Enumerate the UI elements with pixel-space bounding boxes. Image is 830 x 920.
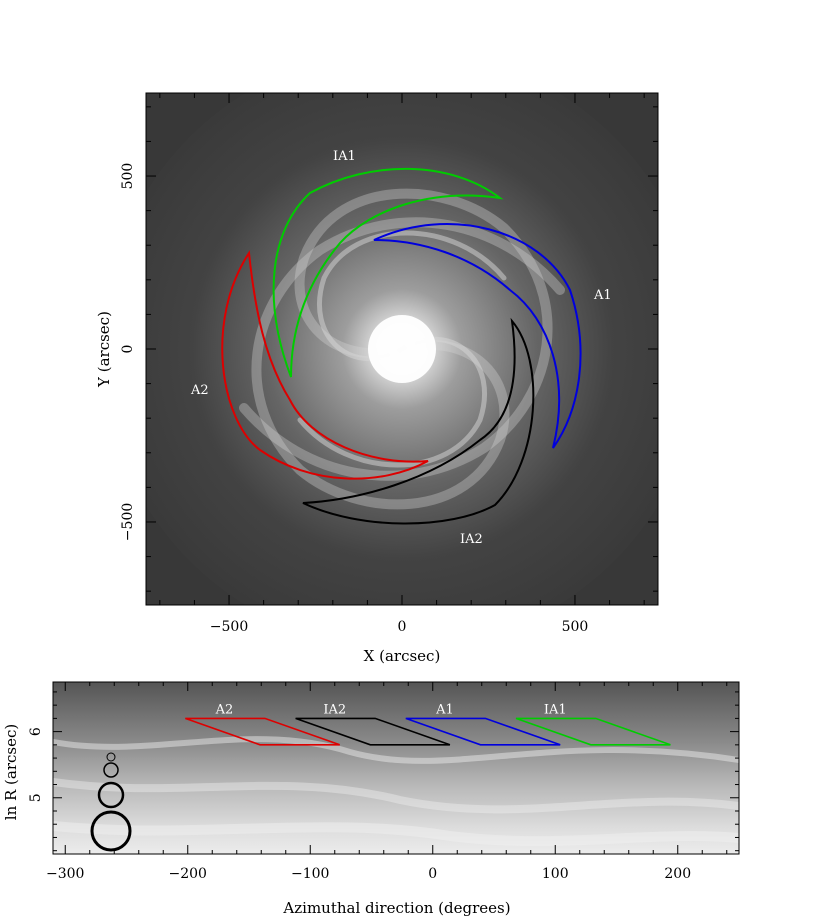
annotation-ia2: IA2 [460,532,483,547]
region-a1-outline [373,223,582,449]
x-tick-label: −500 [210,619,248,635]
annotation-a1: A1 [593,288,612,303]
polar-strip-region-labels: A2 IA2 A1 IA1 [215,702,567,717]
y-tick-label: 5 [28,793,44,802]
polar-strip-panel: A2 IA2 A1 IA1 −300 −200 −100 0 100 200 5 6 Azimuth… [2,681,740,917]
galaxy-y-axis-label: Y (arcsec) [95,311,113,388]
x-tick-label: 0 [428,866,437,882]
x-tick-label: 0 [398,619,407,635]
galaxy-annotations: IA1 A1 A2 IA2 [190,149,612,547]
x-tick-label: 100 [542,866,569,882]
resolution-circles [90,752,132,852]
region-a1-box [405,717,561,746]
region-ia2-box [295,717,451,746]
y-tick-label: −500 [120,503,136,541]
galaxy-axes-ticks [146,93,658,605]
region-ia2-outline [302,317,535,525]
polar-strip-x-axis-label: Azimuthal direction (degrees) [282,899,510,916]
region-ia1-label: IA1 [544,702,567,717]
polar-strip-image [53,682,739,854]
galaxy-image [146,93,658,605]
annotation-a2: A2 [190,383,209,398]
annotation-ia1: IA1 [333,149,356,164]
x-tick-label: −300 [46,866,84,882]
y-tick-label: 0 [120,345,136,354]
region-a2-outline [221,250,429,480]
x-tick-label: −100 [291,866,329,882]
arm-regions [221,167,582,525]
resolution-circle-l [90,810,132,852]
polar-strip-texture [53,736,739,847]
x-tick-label: −200 [169,866,207,882]
polar-strip-regions [185,717,671,746]
resolution-circle-m [97,781,125,809]
region-ia1-box [515,717,671,746]
resolution-circle-s [103,762,119,778]
y-tick-label: 500 [120,163,136,190]
polar-strip-frame [52,681,740,855]
y-tick-label: 6 [28,727,44,736]
galaxy-x-axis-label: X (arcsec) [364,647,441,665]
region-a2-box [185,717,340,746]
resolution-circle-xs [106,752,116,762]
region-a2-label: A2 [215,702,234,717]
x-tick-label: 200 [664,866,691,882]
polar-strip-y-axis-label: ln R (arcsec) [2,724,20,820]
region-ia1-outline [272,167,504,378]
x-tick-label: 500 [562,619,589,635]
region-ia2-label: IA2 [323,702,346,717]
polar-strip-axes-tick-labels: −300 −200 −100 0 100 200 5 6 [28,727,691,882]
galaxy-axes-tick-labels: −500 0 500 500 0 −500 [120,163,588,635]
polar-strip-axes-ticks [53,682,739,854]
region-a1-label: A1 [435,702,454,717]
galaxy-panel: IA1 A1 A2 IA2 −500 0 500 500 0 −500 X (arcsec… [95,92,659,665]
